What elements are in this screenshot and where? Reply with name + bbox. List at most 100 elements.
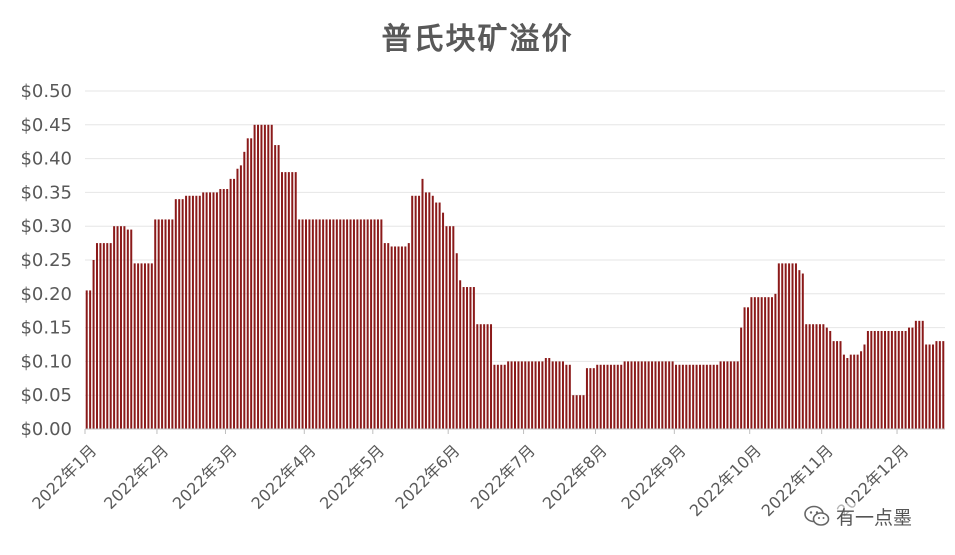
bar xyxy=(479,324,482,429)
y-tick-label: $0.05 xyxy=(20,385,72,406)
bar xyxy=(164,219,167,429)
bar xyxy=(716,364,719,429)
bar xyxy=(836,341,839,429)
bar xyxy=(119,226,122,429)
bar xyxy=(517,361,520,429)
bar xyxy=(161,219,164,429)
bar xyxy=(757,297,760,429)
bar xyxy=(887,330,890,429)
bar xyxy=(178,199,181,429)
bar xyxy=(784,263,787,429)
bar xyxy=(736,361,739,429)
bar xyxy=(366,219,369,429)
bar xyxy=(627,361,630,429)
bar xyxy=(257,124,260,430)
bar xyxy=(746,307,749,429)
bar xyxy=(733,361,736,429)
bar xyxy=(188,195,191,429)
bar xyxy=(346,219,349,429)
bar xyxy=(822,324,825,429)
bar xyxy=(561,361,564,429)
bar xyxy=(431,195,434,429)
bar xyxy=(681,364,684,429)
bar xyxy=(644,361,647,429)
bar xyxy=(438,202,441,429)
bar xyxy=(596,364,599,429)
bar xyxy=(829,330,832,429)
bar xyxy=(877,330,880,429)
bar xyxy=(657,361,660,429)
bar xyxy=(908,327,911,429)
bar xyxy=(592,368,595,429)
bar xyxy=(267,124,270,430)
bar xyxy=(630,361,633,429)
bar xyxy=(462,287,465,429)
bar xyxy=(411,195,414,429)
bar xyxy=(863,344,866,429)
bar xyxy=(308,219,311,429)
bar xyxy=(342,219,345,429)
bar xyxy=(298,219,301,429)
bar xyxy=(620,364,623,429)
bar xyxy=(349,219,352,429)
bar xyxy=(404,246,407,429)
bar xyxy=(363,219,366,429)
bar xyxy=(534,361,537,429)
wechat-icon xyxy=(804,505,830,526)
bar xyxy=(904,330,907,429)
bar xyxy=(705,364,708,429)
bar xyxy=(219,189,222,429)
bar xyxy=(555,361,558,429)
bar xyxy=(866,330,869,429)
bars xyxy=(85,124,945,430)
bar xyxy=(390,246,393,429)
bar xyxy=(195,195,198,429)
bar xyxy=(890,330,893,429)
bar xyxy=(777,263,780,429)
bar xyxy=(791,263,794,429)
bar xyxy=(167,219,170,429)
bar xyxy=(496,364,499,429)
bar xyxy=(215,192,218,429)
bar xyxy=(332,219,335,429)
bar xyxy=(291,172,294,429)
bar xyxy=(466,287,469,429)
bar xyxy=(894,330,897,429)
bar xyxy=(472,287,475,429)
bar xyxy=(702,364,705,429)
bar xyxy=(102,243,105,429)
bar xyxy=(397,246,400,429)
watermark-text: 有一点墨 xyxy=(836,506,913,529)
bar xyxy=(202,192,205,429)
bar xyxy=(812,324,815,429)
bar xyxy=(770,297,773,429)
bar xyxy=(113,226,116,429)
bar xyxy=(85,290,88,429)
bar xyxy=(143,263,146,429)
bar xyxy=(493,364,496,429)
bar xyxy=(839,341,842,429)
x-tick-label: 2022年3月 xyxy=(169,441,241,513)
bar xyxy=(568,364,571,429)
x-tick-label: 2022年6月 xyxy=(391,441,463,513)
x-tick-label: 2022年5月 xyxy=(316,441,388,513)
bar xyxy=(873,330,876,429)
bar xyxy=(452,226,455,429)
bar xyxy=(243,151,246,429)
bar xyxy=(942,341,945,429)
bar xyxy=(281,172,284,429)
bar xyxy=(726,361,729,429)
bar xyxy=(925,344,928,429)
bar xyxy=(322,219,325,429)
bar xyxy=(171,219,174,429)
bar xyxy=(442,212,445,429)
bar xyxy=(901,330,904,429)
bar xyxy=(914,320,917,429)
bar xyxy=(585,368,588,429)
bar xyxy=(133,263,136,429)
bar xyxy=(911,327,914,429)
bar xyxy=(774,293,777,429)
bar xyxy=(383,243,386,429)
bar xyxy=(688,364,691,429)
